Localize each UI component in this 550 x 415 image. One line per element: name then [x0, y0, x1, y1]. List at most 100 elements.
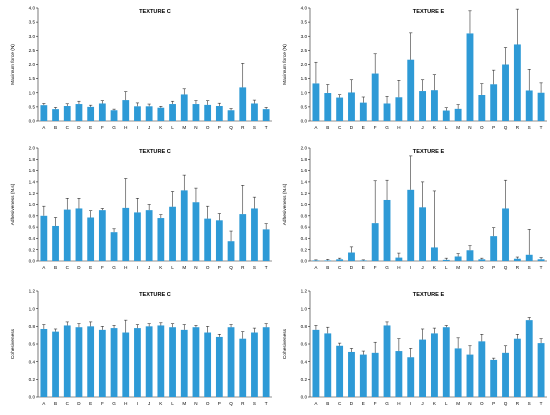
y-tick-label: 0.8 [29, 213, 36, 218]
bar-C [63, 106, 71, 121]
y-tick-label: 1.0 [29, 306, 36, 311]
x-tick-label-A: A [314, 125, 318, 130]
bar-H [395, 97, 403, 121]
bar-Q [502, 208, 509, 261]
y-tick-label: 0.2 [301, 377, 308, 382]
bar-R [239, 214, 247, 261]
bar-N [192, 202, 200, 261]
bar-G [383, 199, 391, 261]
y-tick-label: 0.2 [301, 247, 308, 252]
bar-J [145, 326, 153, 397]
bar-A [312, 83, 320, 121]
y-tick-label: 0.8 [301, 324, 308, 329]
y-tick-label: 2.5 [29, 48, 36, 53]
y-tick-label: 0.8 [301, 213, 308, 218]
bar-R [239, 338, 247, 397]
bar-D [348, 351, 355, 397]
bar-Q [227, 110, 235, 121]
x-tick-label-E: E [89, 401, 92, 406]
bar-J [419, 339, 427, 397]
bar-A [40, 105, 48, 121]
x-tick-label-C: C [66, 401, 70, 406]
bar-B [52, 225, 59, 261]
bar-F [371, 223, 379, 261]
y-tick-label: 1.4 [29, 180, 36, 185]
x-tick-label-F: F [101, 265, 104, 270]
y-axis-label: Maximum force (N) [282, 44, 288, 85]
x-tick-label-D: D [350, 125, 354, 130]
bar-E [359, 354, 367, 397]
x-tick-label-S: S [253, 401, 256, 406]
x-tick-label-L: L [171, 401, 174, 406]
x-tick-label-F: F [374, 265, 377, 270]
bar-K [430, 247, 438, 261]
x-tick-label-F: F [374, 401, 377, 406]
bar-E [87, 217, 95, 261]
y-tick-label: 3.0 [29, 34, 36, 39]
y-tick-label: 0.0 [301, 119, 308, 124]
x-tick-label-F: F [374, 125, 377, 130]
x-tick-label-D: D [77, 401, 81, 406]
x-tick-label-A: A [314, 401, 318, 406]
x-tick-label-J: J [148, 401, 150, 406]
y-axis-label: Cohesiveness [282, 328, 288, 359]
x-tick-label-P: P [218, 265, 221, 270]
x-tick-label-C: C [66, 125, 70, 130]
y-axis-label: Adhesiveness (N.s) [10, 183, 16, 225]
bar-J [145, 210, 153, 261]
bar-E [87, 106, 95, 121]
x-tick-label-G: G [385, 125, 389, 130]
bar-K [430, 90, 438, 121]
bar-D [348, 92, 355, 121]
x-tick-label-R: R [516, 125, 520, 130]
x-tick-label-I: I [410, 265, 411, 270]
bar-T [537, 343, 545, 397]
x-tick-label-E: E [89, 265, 92, 270]
bar-B [324, 333, 332, 397]
bar-J [419, 207, 427, 261]
x-tick-label-D: D [77, 265, 81, 270]
bar-Q [502, 64, 509, 121]
x-tick-label-D: D [350, 265, 354, 270]
bar-N [192, 104, 200, 121]
bar-G [383, 103, 391, 121]
x-tick-label-J: J [421, 401, 423, 406]
bar-M [180, 329, 188, 397]
x-tick-label-N: N [468, 401, 471, 406]
bar-A [312, 329, 320, 397]
y-tick-label: 0.6 [301, 225, 308, 230]
x-tick-label-L: L [445, 401, 448, 406]
bar-A [40, 215, 48, 261]
y-tick-label: 1.6 [301, 168, 308, 173]
y-tick-label: 0.5 [301, 104, 308, 109]
y-tick-label: 0.6 [29, 225, 36, 230]
bar-D [75, 104, 83, 121]
bar-I [407, 357, 415, 397]
y-tick-label: 2.0 [29, 146, 36, 151]
x-tick-label-O: O [480, 401, 484, 406]
x-tick-label-B: B [54, 265, 57, 270]
x-tick-label-B: B [54, 401, 57, 406]
x-tick-label-E: E [89, 125, 92, 130]
x-tick-label-F: F [101, 401, 104, 406]
bar-I [407, 189, 415, 261]
x-tick-label-S: S [528, 401, 531, 406]
bar-Q [502, 352, 509, 397]
x-tick-label-P: P [492, 125, 495, 130]
x-tick-label-R: R [241, 265, 245, 270]
x-tick-label-A: A [42, 401, 46, 406]
x-tick-label-I: I [410, 401, 411, 406]
bar-E [359, 260, 367, 261]
y-axis-label: Maximum force (N) [10, 44, 16, 85]
x-tick-label-G: G [112, 265, 116, 270]
y-tick-label: 1.2 [301, 289, 308, 294]
bar-F [98, 329, 106, 397]
x-tick-label-R: R [516, 265, 520, 270]
bar-N [466, 354, 474, 397]
bar-I [134, 212, 141, 261]
y-tick-label: 0.8 [29, 324, 36, 329]
y-tick-label: 1.6 [29, 168, 36, 173]
x-tick-label-O: O [206, 125, 210, 130]
x-tick-label-M: M [456, 125, 460, 130]
